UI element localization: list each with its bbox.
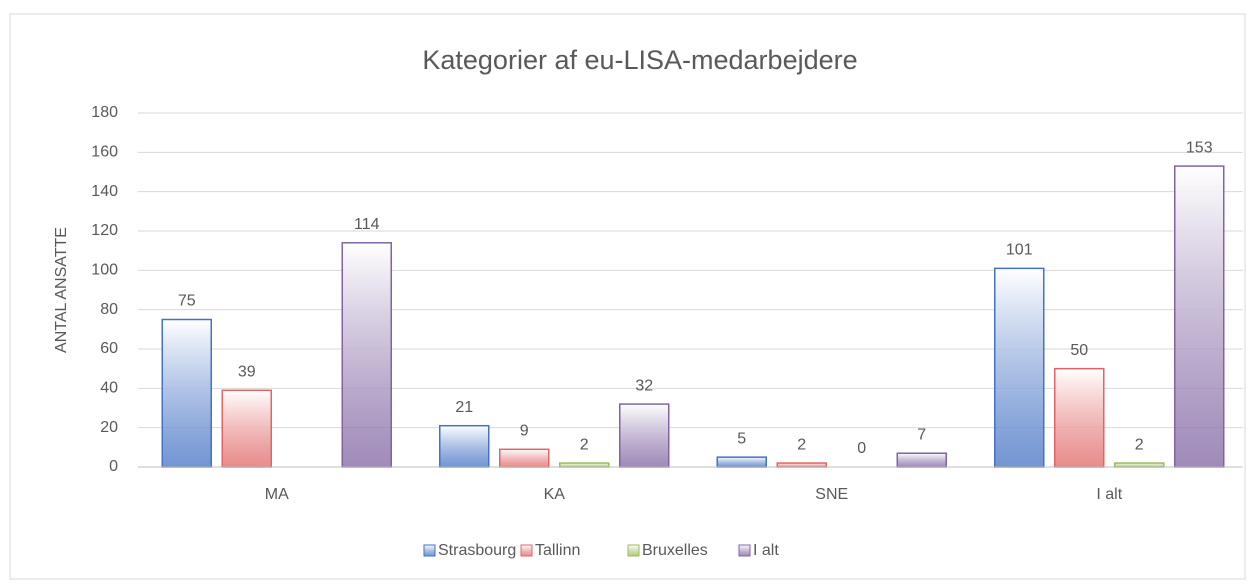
bar: [1174, 165, 1225, 468]
y-axis-label: ANTAL ANSATTE: [53, 227, 70, 353]
data-label: 2: [797, 436, 806, 453]
data-label: 5: [737, 430, 746, 447]
data-label: 75: [178, 293, 196, 310]
bar: [439, 424, 490, 468]
data-label: 153: [1186, 139, 1213, 156]
legend-label: I alt: [753, 542, 779, 559]
y-tick-label: 0: [109, 458, 118, 475]
y-tick-label: 180: [91, 104, 118, 121]
x-tick-label: I alt: [1096, 486, 1122, 503]
data-label: 50: [1070, 342, 1088, 359]
legend-swatch: [627, 544, 640, 557]
data-label: 39: [238, 364, 256, 381]
legend-label: Bruxelles: [642, 542, 708, 559]
bar: [1114, 462, 1165, 468]
y-tick-label: 60: [100, 340, 118, 357]
data-label: 21: [455, 399, 473, 416]
bar: [499, 448, 550, 468]
chart-title: Kategorier af eu-LISA-medarbejdere: [422, 45, 857, 75]
x-tick-label: KA: [544, 486, 566, 503]
bar: [559, 462, 610, 468]
y-tick-label: 100: [91, 262, 118, 279]
y-tick-label: 20: [100, 419, 118, 436]
data-label: 7: [917, 426, 926, 443]
data-label: 0: [857, 440, 866, 457]
y-tick-label: 80: [100, 301, 118, 318]
bar: [896, 452, 947, 468]
bar: [1054, 367, 1105, 468]
bar: [619, 403, 670, 468]
data-label: 9: [520, 423, 529, 440]
bar: [161, 318, 212, 468]
y-tick-label: 40: [100, 380, 118, 397]
x-tick-label: MA: [265, 486, 289, 503]
data-label: 2: [580, 436, 589, 453]
legend-swatch: [423, 544, 436, 557]
bar: [341, 242, 392, 468]
legend-swatch: [520, 544, 533, 557]
legend-label: Strasbourg: [438, 542, 516, 559]
data-label: 101: [1006, 242, 1033, 259]
data-label: 32: [635, 377, 653, 394]
y-tick-label: 120: [91, 222, 118, 239]
y-tick-label: 160: [91, 144, 118, 161]
bar: [776, 462, 827, 468]
bar: [994, 267, 1045, 468]
x-tick-label: SNE: [815, 486, 848, 503]
legend-swatch: [738, 544, 751, 557]
y-tick-label: 140: [91, 183, 118, 200]
bar: [716, 456, 767, 468]
data-label: 114: [354, 216, 380, 233]
legend-label: Tallinn: [535, 542, 580, 559]
bar: [221, 389, 272, 468]
data-label: 2: [1135, 436, 1144, 453]
